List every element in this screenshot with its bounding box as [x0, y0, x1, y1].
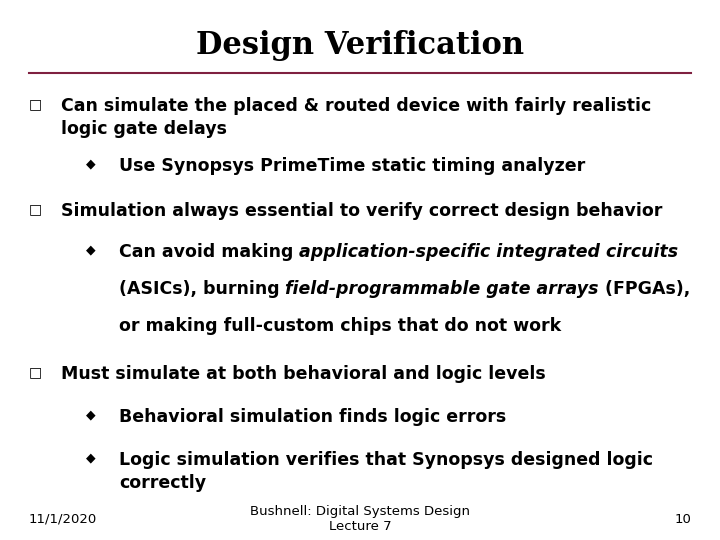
Text: ◆: ◆	[86, 408, 96, 421]
Text: (FPGAs),: (FPGAs),	[599, 280, 690, 298]
Text: ◆: ◆	[86, 451, 96, 464]
Text: Design Verification: Design Verification	[196, 30, 524, 60]
Text: application-specific integrated circuits: application-specific integrated circuits	[300, 243, 678, 261]
Text: Must simulate at both behavioral and logic levels: Must simulate at both behavioral and log…	[61, 366, 546, 383]
Text: 10: 10	[675, 513, 691, 526]
Text: □: □	[29, 366, 42, 380]
Text: Behavioral simulation finds logic errors: Behavioral simulation finds logic errors	[119, 408, 506, 426]
Text: field-programmable gate arrays: field-programmable gate arrays	[285, 280, 599, 298]
Text: ◆: ◆	[86, 158, 96, 171]
Text: or making full-custom chips that do not work: or making full-custom chips that do not …	[119, 317, 561, 335]
Text: Simulation always essential to verify correct design behavior: Simulation always essential to verify co…	[61, 202, 662, 220]
Text: Can avoid making: Can avoid making	[119, 243, 300, 261]
Text: 11/1/2020: 11/1/2020	[29, 513, 97, 526]
Text: (ASICs), burning: (ASICs), burning	[119, 280, 285, 298]
Text: Logic simulation verifies that Synopsys designed logic
correctly: Logic simulation verifies that Synopsys …	[119, 451, 653, 492]
Text: Bushnell: Digital Systems Design
Lecture 7: Bushnell: Digital Systems Design Lecture…	[250, 505, 470, 534]
Text: ◆: ◆	[86, 243, 96, 256]
Text: □: □	[29, 202, 42, 216]
Text: Can simulate the placed & routed device with fairly realistic
logic gate delays: Can simulate the placed & routed device …	[61, 97, 652, 138]
Text: □: □	[29, 97, 42, 111]
Text: Use Synopsys PrimeTime static timing analyzer: Use Synopsys PrimeTime static timing ana…	[119, 158, 585, 176]
